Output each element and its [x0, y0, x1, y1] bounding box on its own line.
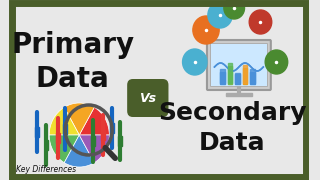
Circle shape: [265, 50, 288, 74]
FancyBboxPatch shape: [211, 44, 267, 86]
Wedge shape: [49, 135, 79, 163]
Bar: [44, 140, 48, 150]
Circle shape: [208, 2, 232, 28]
Bar: [101, 130, 105, 140]
Text: Secondary
Data: Secondary Data: [158, 101, 307, 155]
Bar: [228, 63, 232, 83]
Bar: [243, 65, 247, 83]
Bar: [63, 124, 67, 134]
Bar: [220, 69, 225, 83]
Wedge shape: [64, 103, 94, 135]
Text: Primary
Data: Primary Data: [11, 31, 134, 93]
Bar: [220, 72, 225, 84]
Circle shape: [224, 0, 244, 19]
Wedge shape: [79, 107, 109, 135]
Wedge shape: [49, 107, 79, 135]
Text: Key Differences: Key Differences: [16, 165, 76, 174]
Bar: [228, 66, 232, 84]
Bar: [92, 136, 95, 146]
FancyBboxPatch shape: [127, 79, 168, 117]
Bar: [243, 68, 247, 84]
Bar: [118, 136, 122, 146]
Wedge shape: [79, 135, 109, 163]
Text: Vs: Vs: [139, 91, 156, 105]
FancyBboxPatch shape: [211, 44, 267, 86]
Bar: [250, 72, 255, 84]
Circle shape: [249, 10, 272, 34]
Bar: [56, 133, 60, 143]
Bar: [110, 123, 114, 133]
Bar: [235, 74, 240, 84]
Wedge shape: [64, 135, 94, 167]
Bar: [250, 69, 255, 83]
Circle shape: [193, 16, 219, 44]
Bar: [235, 73, 240, 83]
Circle shape: [182, 49, 207, 75]
Bar: [226, 93, 252, 96]
FancyBboxPatch shape: [207, 40, 271, 90]
Bar: [35, 127, 39, 137]
